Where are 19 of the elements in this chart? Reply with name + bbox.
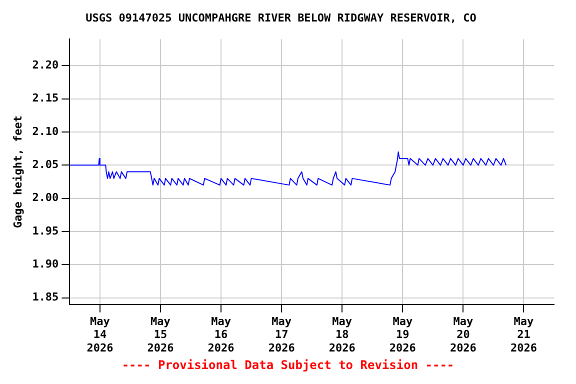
y-tick-label: 1.90	[32, 257, 59, 270]
x-tick-label: May 15 2026	[147, 314, 174, 354]
x-tick-label: May 18 2026	[328, 314, 356, 354]
x-tick-label: May 14 2026	[86, 314, 114, 354]
x-tick-label: May 17 2026	[268, 314, 296, 354]
x-tick-label: May 20 2026	[450, 314, 477, 354]
y-axis-title: Gage height, feet	[11, 116, 24, 228]
y-tick-label: 2.05	[32, 158, 59, 172]
y-tick-label: 1.95	[32, 224, 59, 238]
y-tick-label: 2.00	[32, 191, 59, 204]
x-tick-label: May 19 2026	[389, 314, 416, 354]
y-tick-label: 1.85	[32, 290, 59, 304]
x-tick-label: May 16 2026	[208, 314, 235, 354]
x-tick-label: May 21 2026	[510, 314, 538, 354]
y-tick-label: 2.10	[32, 124, 59, 138]
y-tick-label: 2.15	[32, 92, 59, 105]
y-tick-label: 2.20	[32, 58, 59, 72]
chart-title: USGS 09147025 UNCOMPAHGRE RIVER BELOW RIDGWAY RESERVOIR, CO	[86, 11, 477, 24]
text: ---- Provisional Data Subject to Revision ----	[120, 358, 456, 372]
